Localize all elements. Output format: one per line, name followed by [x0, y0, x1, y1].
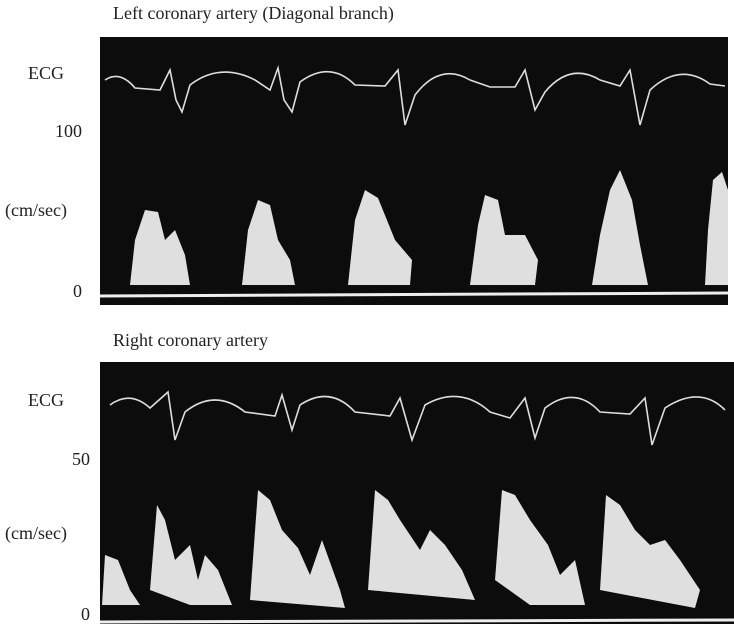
ecg-trace: [104, 64, 726, 126]
panel-title: Right coronary artery: [113, 330, 268, 350]
unit-label: (cm/sec): [5, 200, 67, 221]
scale-zero-label: 0: [81, 604, 90, 624]
ecg-label: ECG: [28, 390, 64, 410]
baseline: [99, 618, 734, 624]
unit-label: (cm/sec): [5, 523, 67, 544]
scale-top-label: 50: [72, 449, 90, 469]
baseline: [99, 291, 729, 298]
panel-title: Left coronary artery (Diagonal branch): [113, 3, 394, 24]
ecg-label: ECG: [28, 63, 64, 83]
scale-zero-label: 0: [73, 281, 82, 301]
flow-signal: [102, 490, 700, 608]
scale-top-label: 100: [55, 121, 82, 141]
ecg-trace: [109, 390, 726, 446]
flow-signal: [130, 170, 728, 285]
